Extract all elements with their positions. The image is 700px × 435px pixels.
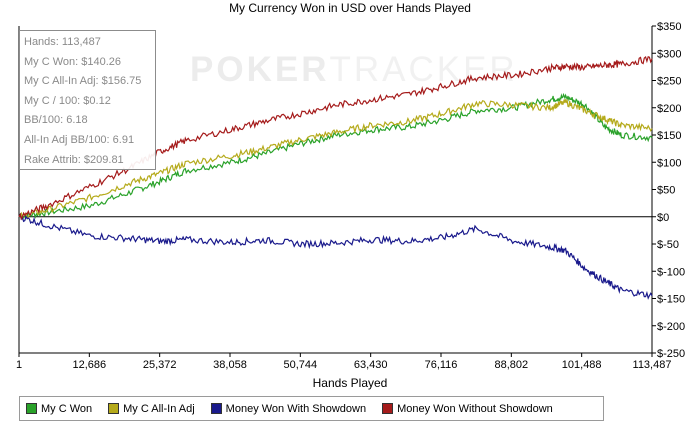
legend-swatch bbox=[26, 403, 37, 414]
y-tick-label: $350 bbox=[657, 21, 681, 33]
y-tick-label: $50 bbox=[657, 185, 675, 197]
stat-allin-adj: My C All-In Adj: $156.75 bbox=[24, 75, 142, 88]
y-tick-label: $250 bbox=[657, 76, 681, 88]
chart-title: My Currency Won in USD over Hands Played bbox=[229, 1, 471, 15]
legend-item: Money Won Without Showdown bbox=[382, 403, 553, 415]
x-tick-label: 113,487 bbox=[633, 359, 672, 371]
x-tick-label: 50,744 bbox=[284, 359, 318, 371]
stat-allin-bb-100: All-In Adj BB/100: 6.91 bbox=[24, 133, 135, 146]
legend: My C Won My C All-In Adj Money Won With … bbox=[19, 396, 604, 421]
stat-rake: Rake Attrib: $209.81 bbox=[24, 153, 124, 166]
x-tick-label: 38,058 bbox=[213, 359, 247, 371]
x-tick-label: 25,372 bbox=[143, 359, 177, 371]
legend-item: Money Won With Showdown bbox=[210, 402, 367, 415]
stat-hands: Hands: 113,487 bbox=[24, 36, 101, 48]
y-tick-label: $150 bbox=[657, 130, 681, 142]
stat-per-100: My C / 100: $0.12 bbox=[24, 94, 111, 107]
legend-swatch bbox=[382, 403, 394, 414]
y-tick-label: $-200 bbox=[657, 321, 685, 333]
stats-box: Hands: 113,487 My C Won: $140.26 My C Al… bbox=[19, 30, 156, 170]
series-line bbox=[18, 92, 653, 221]
x-tick-label: 101,488 bbox=[562, 359, 602, 371]
y-tick-label: $-250 bbox=[657, 348, 685, 360]
y-tick-label: $100 bbox=[657, 157, 681, 169]
watermark-logo: POKERTRACKER bbox=[190, 50, 518, 89]
legend-label: Money Won With Showdown bbox=[225, 402, 367, 415]
stat-bb-100: BB/100: 6.18 bbox=[24, 114, 88, 127]
y-tick-label: $-100 bbox=[657, 266, 685, 278]
legend-swatch bbox=[210, 403, 222, 414]
x-axis-title: Hands Played bbox=[312, 376, 388, 390]
y-tick-label: $-150 bbox=[657, 294, 685, 306]
stat-won: My C Won: $140.26 bbox=[24, 55, 122, 68]
y-tick-label: $0 bbox=[657, 212, 669, 224]
x-tick-label: 88,802 bbox=[495, 359, 529, 371]
legend-label: My C All-In Adj bbox=[123, 402, 195, 415]
y-tick-label: $-50 bbox=[657, 239, 679, 251]
legend-item: My C Won bbox=[26, 403, 92, 415]
y-tick-label: $300 bbox=[657, 48, 681, 60]
x-tick-label: 63,430 bbox=[354, 359, 388, 371]
legend-label: Money Won Without Showdown bbox=[397, 402, 553, 415]
y-tick-label: $200 bbox=[657, 103, 681, 115]
series-line bbox=[18, 98, 653, 220]
x-tick-label: 76,116 bbox=[425, 359, 458, 371]
legend-item: My C All-In Adj bbox=[108, 403, 195, 415]
x-tick-label: 1 bbox=[16, 359, 22, 371]
series-line bbox=[18, 212, 653, 300]
x-tick-label: 12,686 bbox=[73, 359, 107, 371]
legend-swatch bbox=[108, 403, 120, 414]
legend-label: My C Won bbox=[41, 402, 93, 415]
